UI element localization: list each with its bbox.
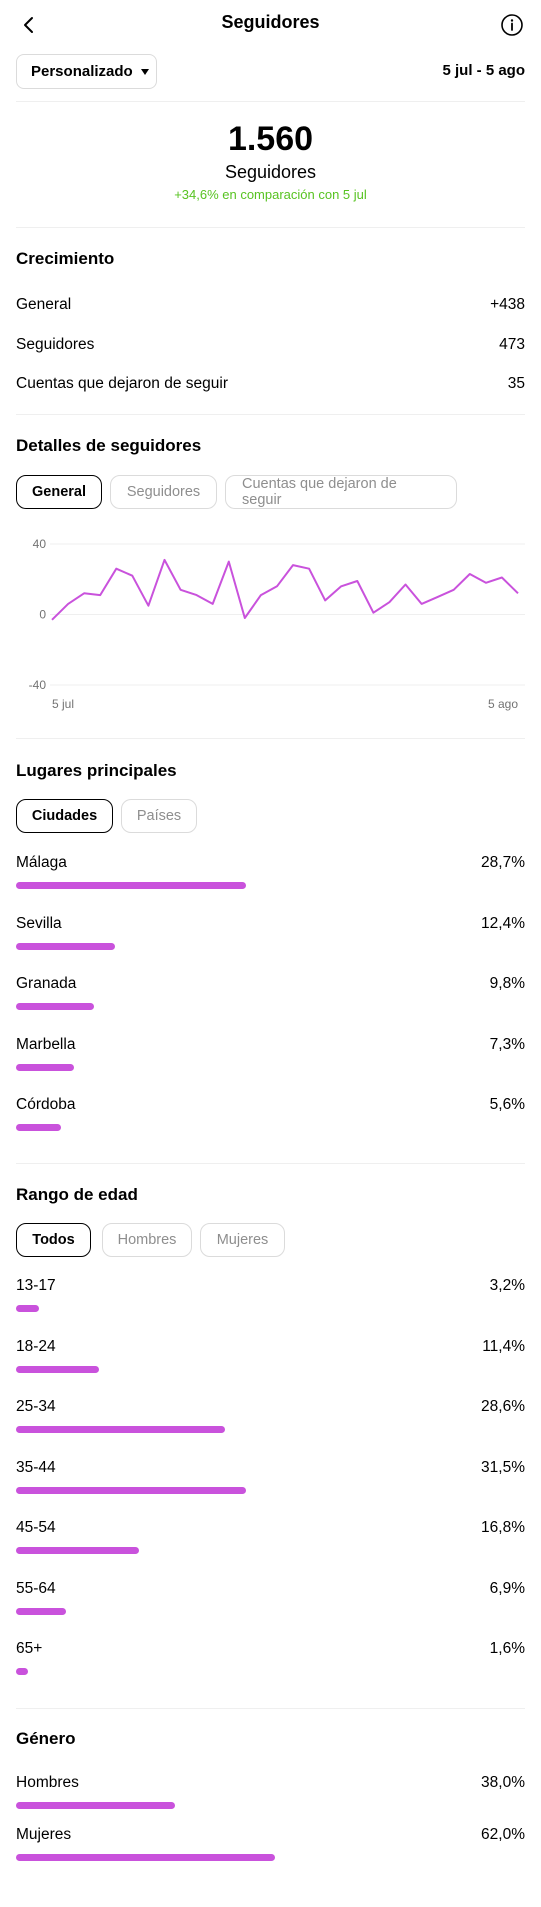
details-title: Detalles de seguidores xyxy=(16,436,202,455)
age-item-bar xyxy=(16,1486,246,1494)
age-item-bar xyxy=(16,1547,139,1554)
age-item-label: 35-44 xyxy=(16,1458,56,1476)
divider xyxy=(16,414,525,415)
age-title: Rango de edad xyxy=(16,1185,138,1204)
age-item-value: 6,9% xyxy=(489,1579,525,1597)
age-item-value: 28,6% xyxy=(481,1398,525,1415)
locations-item-value: 12,4% xyxy=(481,914,525,932)
chart-y-tick-label: 0 xyxy=(39,608,46,622)
age-item-bar xyxy=(16,1305,40,1312)
follower-delta: +34,6% en comparación con 5 jul xyxy=(174,187,367,202)
age-item-value: 16,8% xyxy=(481,1519,525,1536)
age-item-value: 11,4% xyxy=(482,1337,525,1355)
tab-age-0[interactable]: Todos xyxy=(16,1223,91,1257)
tab-details-1[interactable]: Seguidores xyxy=(110,475,217,509)
gender-item-value: 62,0% xyxy=(481,1826,525,1843)
gender-item-value: 38,0% xyxy=(481,1774,525,1791)
growth-row-value: 35 xyxy=(507,375,525,392)
age-item-label: 18-24 xyxy=(16,1337,56,1355)
age-item-label: 13-17 xyxy=(16,1277,56,1294)
age-item-label: 55-64 xyxy=(16,1579,56,1597)
follower-count-label: Seguidores xyxy=(224,162,317,182)
tab-locations-1[interactable]: Países xyxy=(121,799,197,833)
followers-line-chart: 40 0 -40 5 jul 5 ago xyxy=(29,537,525,711)
age-item-bar xyxy=(16,1668,28,1675)
growth-row-label: Cuentas que dejaron de seguir xyxy=(16,375,228,392)
divider xyxy=(16,227,525,228)
locations-title: Lugares principales xyxy=(16,761,177,780)
age-item-label: 45-54 xyxy=(16,1519,56,1536)
age-item-value: 3,2% xyxy=(489,1277,525,1294)
chart-series-line xyxy=(51,558,519,621)
growth-title: Crecimiento xyxy=(16,249,115,268)
tab-details-2[interactable]: Cuentas que dejaron de seguir xyxy=(225,475,457,509)
divider xyxy=(16,738,525,739)
gender-item-label: Hombres xyxy=(16,1774,79,1791)
locations-item-value: 9,8% xyxy=(489,975,525,992)
gender-item-bar xyxy=(16,1802,175,1809)
age-item-bar xyxy=(16,1607,67,1615)
locations-item-bar xyxy=(16,882,246,889)
age-item-value: 31,5% xyxy=(481,1458,525,1476)
chart-y-tick-label: -40 xyxy=(29,678,47,692)
date-filter-dropdown[interactable]: Personalizado xyxy=(16,54,157,89)
age-item-label: 65+ xyxy=(16,1640,43,1657)
date-range: 5 jul - 5 ago xyxy=(442,62,525,79)
tab-locations-0[interactable]: Ciudades xyxy=(16,799,113,833)
follower-count: 1.560 xyxy=(227,120,314,158)
age-item-value: 1,6% xyxy=(489,1640,525,1657)
divider xyxy=(16,101,525,102)
growth-row-label: Seguidores xyxy=(16,336,95,353)
locations-item-bar xyxy=(16,1124,61,1131)
age-item-bar xyxy=(16,1426,225,1433)
locations-item-label: Marbella xyxy=(16,1035,76,1053)
gender-item-label: Mujeres xyxy=(16,1826,72,1843)
caret-down-icon xyxy=(140,68,149,75)
tab-details-0[interactable]: General xyxy=(16,475,102,509)
back-arrow-icon[interactable] xyxy=(18,14,40,36)
divider xyxy=(16,1163,525,1164)
growth-row-value: 473 xyxy=(499,336,525,353)
locations-item-bar xyxy=(16,942,116,950)
gender-item-bar xyxy=(16,1854,276,1861)
locations-item-label: Sevilla xyxy=(16,914,62,932)
locations-item-value: 7,3% xyxy=(489,1035,525,1053)
gender-title: Género xyxy=(16,1729,76,1748)
locations-item-label: Granada xyxy=(16,975,77,992)
divider xyxy=(16,1708,525,1709)
age-item-bar xyxy=(16,1365,100,1373)
growth-row-value: +438 xyxy=(490,296,525,313)
tab-age-2[interactable]: Mujeres xyxy=(200,1223,285,1257)
chart-y-tick-label: 40 xyxy=(33,537,47,551)
locations-item-bar xyxy=(16,1063,75,1071)
locations-item-label: Málaga xyxy=(16,854,67,871)
locations-item-value: 5,6% xyxy=(489,1096,525,1113)
info-icon[interactable] xyxy=(500,13,524,37)
chart-x-end-label: 5 ago xyxy=(488,697,518,711)
growth-row-label: General xyxy=(16,296,72,313)
page-title: Seguidores xyxy=(221,12,320,32)
tab-age-1[interactable]: Hombres xyxy=(102,1223,192,1257)
locations-item-value: 28,7% xyxy=(481,854,525,871)
age-item-label: 25-34 xyxy=(16,1398,56,1415)
chart-x-start-label: 5 jul xyxy=(52,697,74,711)
date-filter-label: Personalizado xyxy=(31,63,133,80)
locations-item-bar xyxy=(16,1003,95,1010)
locations-item-label: Córdoba xyxy=(16,1096,76,1113)
